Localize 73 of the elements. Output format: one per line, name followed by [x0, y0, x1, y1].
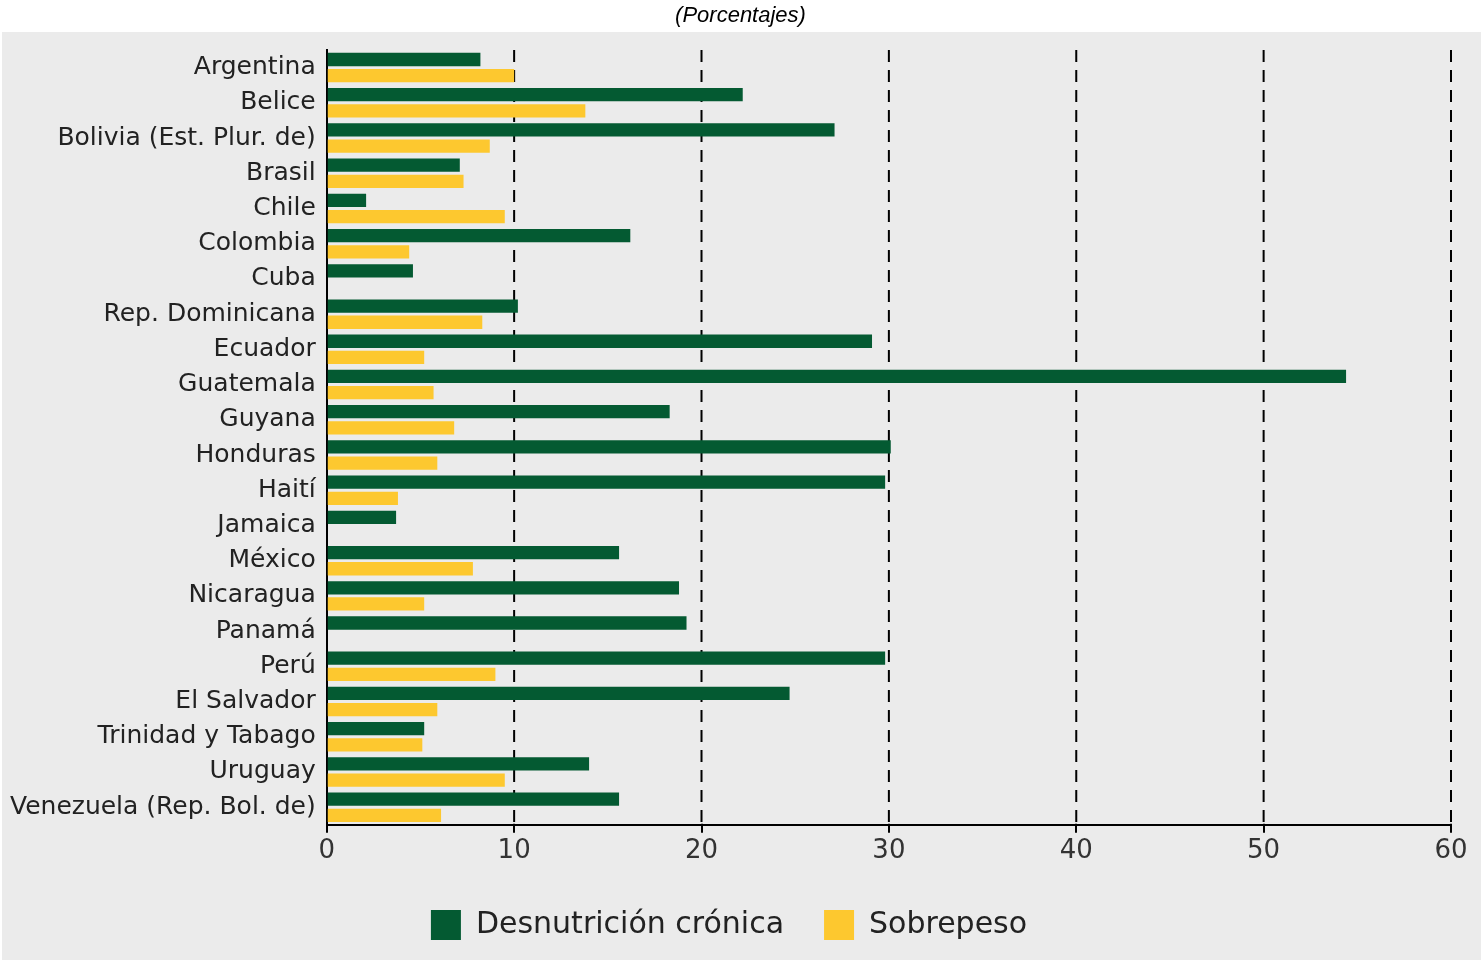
y-tick-label: México [228, 544, 316, 574]
bar [327, 228, 631, 243]
bar [327, 174, 464, 189]
bar [327, 193, 367, 208]
bar [327, 369, 1347, 384]
bar [327, 757, 590, 771]
bar [327, 616, 687, 630]
y-tick-label: Chile [253, 191, 316, 221]
y-tick-label: Trinidad y Tabago [96, 720, 316, 750]
bar [327, 491, 398, 505]
bar [327, 334, 873, 348]
y-tick-label: Perú [260, 649, 316, 679]
bar [327, 667, 496, 682]
x-tick-label: 30 [872, 834, 906, 865]
bar [327, 702, 438, 717]
bar [327, 315, 483, 329]
y-tick-label: Haití [257, 473, 317, 503]
y-tick-label: El Salvador [175, 685, 317, 715]
y-tick-label: Brasil [246, 156, 316, 186]
y-tick-label: Colombia [198, 227, 316, 257]
y-tick-label: Argentina [193, 51, 316, 81]
y-tick-label: Bolivia (Est. Plur. de) [57, 121, 316, 151]
y-tick-label: Nicaragua [188, 579, 316, 609]
x-tick-label: 40 [1059, 834, 1093, 865]
y-tick-label: Belice [240, 86, 316, 116]
bar [327, 651, 886, 665]
y-tick-label: Cuba [251, 262, 316, 292]
y-tick-label: Guyana [219, 403, 316, 433]
bar [327, 510, 397, 524]
chart-title: (Porcentajes) [674, 2, 807, 28]
bar [327, 773, 505, 787]
x-tick-label: 20 [684, 834, 719, 865]
x-tick-label: 50 [1247, 834, 1281, 865]
bar [327, 792, 620, 806]
bar [327, 386, 434, 400]
bar [327, 123, 835, 137]
bar [327, 686, 790, 701]
bar [327, 139, 490, 153]
y-tick-label: Jamaica [215, 508, 316, 538]
bar [327, 350, 425, 365]
bar [327, 299, 518, 313]
x-tick-label: 60 [1434, 834, 1468, 865]
bar [327, 52, 481, 67]
y-tick-label: Rep. Dominicana [103, 297, 316, 327]
bar [327, 581, 680, 595]
legend-label: Desnutrición crónica [475, 904, 785, 940]
bar [327, 421, 455, 435]
legend-label: Sobrepeso [869, 904, 1028, 940]
bar [327, 440, 891, 454]
y-tick-label: Honduras [195, 438, 316, 468]
bar [327, 456, 438, 470]
bar [327, 562, 473, 576]
bar [327, 597, 425, 611]
y-tick-label: Guatemala [178, 368, 316, 398]
bar [327, 405, 670, 419]
y-tick-label: Uruguay [209, 755, 316, 785]
bar [327, 738, 423, 752]
y-tick-label: Ecuador [213, 332, 317, 362]
y-tick-label: Panamá [215, 614, 316, 644]
bar [327, 808, 442, 822]
bar [327, 88, 743, 102]
bar [327, 104, 586, 118]
bar [327, 475, 886, 489]
x-tick-label: 10 [497, 834, 531, 865]
bar [327, 209, 505, 224]
bar [327, 69, 515, 83]
bar [327, 158, 460, 172]
x-tick-label: 0 [318, 834, 336, 865]
y-tick-label: Venezuela (Rep. Bol. de) [10, 790, 316, 820]
bar [327, 722, 425, 736]
bar [327, 264, 413, 278]
bar [327, 245, 410, 259]
bar [327, 545, 620, 560]
